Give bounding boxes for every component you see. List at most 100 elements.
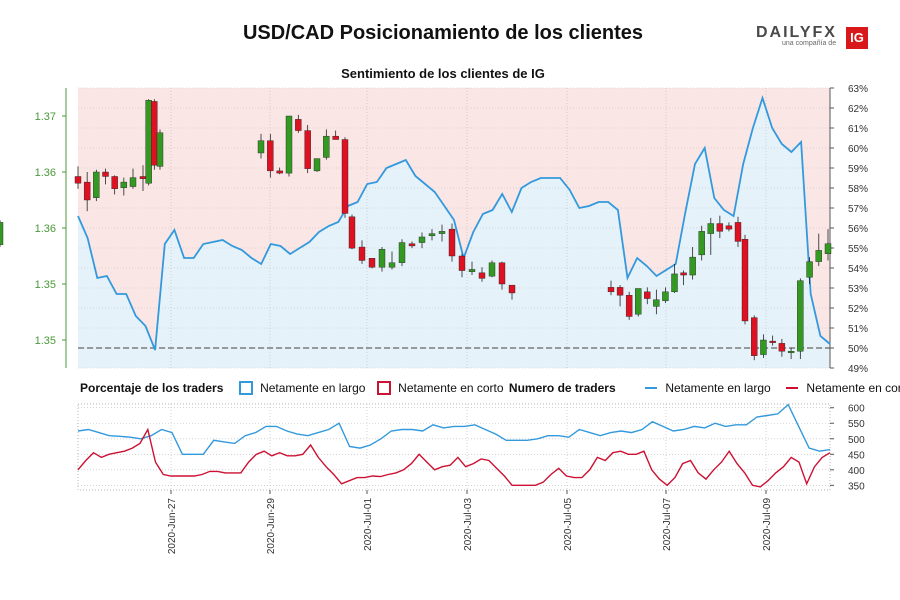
right-tick-label: 62% [848,104,868,115]
legend-num-long-line [644,386,657,389]
candle-body [468,269,476,272]
candle-body [418,236,426,243]
page-title: USD/CAD Posicionamiento de los clientes [242,22,644,44]
candle-body [644,291,651,299]
legend-num-title: Numero de traders [508,380,616,395]
candle-body [295,119,302,131]
left-tick-label: 1.36 [35,223,56,235]
candle-body [616,287,624,296]
candle-body [689,256,696,276]
ig-logo-icon: IG [846,27,868,49]
candle-body [751,317,758,356]
candle-body [635,288,642,315]
candle-body [734,222,742,242]
left-tick-label: 1.37 [35,111,56,123]
right-tick-label: 54% [848,264,868,275]
candle-body [716,223,724,232]
legend-pct-short: Netamente en corto [398,380,504,395]
sub-tick-label: 600 [848,404,865,415]
left-tick-label: 1.36 [35,167,56,179]
sub-tick-label: 500 [848,435,865,446]
legend-num-long: Netamente en largo [665,380,771,395]
legend: Porcentaje de los traders Netamente en l… [80,380,900,395]
x-tick-label: 2020-Jun-27 [167,498,178,555]
candle-body [769,340,776,343]
candle-body [378,249,386,268]
legend-num-short: Netamente en corto [806,380,900,395]
candle-body [438,231,446,234]
sub-panel-frame [77,403,831,491]
candle-body [815,250,822,262]
candle-body [488,262,496,277]
candle-body [725,225,733,230]
right-tick-label: 49% [848,364,868,375]
candle-body [348,216,356,249]
candle-body [458,255,466,271]
candle-body [120,181,128,188]
legend-num-short-line [786,386,799,389]
left-tick-label: 1.35 [35,335,56,347]
right-tick-label: 53% [848,284,868,295]
right-tick-label: 51% [848,324,868,335]
right-tick-label: 61% [848,124,868,135]
sub-tick-label: 450 [848,450,865,461]
x-tick-label: 2020-Jul-05 [563,498,574,551]
candle-body [778,343,786,352]
right-tick-label: 52% [848,304,868,315]
x-tick-label: 2020-Jul-09 [762,498,773,551]
x-tick-label: 2020-Jul-01 [363,498,374,551]
x-tick-label: 2020-Jun-29 [266,498,277,555]
candle-body [448,228,456,257]
sub-tick-label: 350 [848,481,865,492]
logo-brand: DAILYFX [756,24,837,41]
candle-body [478,272,486,279]
candle-body [368,258,376,268]
candle-body [0,222,4,245]
candle-body [304,130,311,169]
sub-tick-label: 550 [848,419,865,430]
right-tick-label: 58% [848,184,868,195]
candle-body [408,243,416,247]
candle-body [428,233,436,237]
right-tick-label: 50% [848,344,868,355]
legend-pct-long: Netamente en largo [260,380,366,395]
legend-pct-title: Porcentaje de los traders [80,380,224,395]
candle-body [74,176,82,184]
candle-body [102,171,109,177]
candle-body [398,242,406,263]
x-tick-label: 2020-Jul-03 [463,498,474,551]
candle-body [388,262,396,268]
candle-body [151,101,158,166]
candle-body [662,291,669,301]
candle-body [145,100,152,184]
candle-body [607,287,615,293]
candle-body [267,140,274,172]
logo-tagline: una compañía de [782,40,837,47]
right-tick-label: 59% [848,164,868,175]
num-short-line [77,427,831,488]
candle-body [83,181,91,201]
candle-body [824,243,832,254]
right-tick-label: 56% [848,224,868,235]
candle-body [111,176,118,189]
candle-body [760,339,767,355]
candle-body [285,115,293,174]
candle-body [323,135,330,158]
candle-body [625,295,633,317]
candle-body [358,246,366,261]
candle-body [653,299,660,307]
candle-body [797,280,804,352]
legend-short-swatch [376,380,391,395]
candle-body [156,132,164,167]
candle-body [332,135,339,140]
dailyfx-logo: DAILYFX una compañía de IG [756,24,870,52]
right-tick-label: 60% [848,144,868,155]
chart-subtitle: Sentimiento de los clientes de IG [341,66,545,81]
right-tick-label: 57% [848,204,868,215]
candle-body [257,140,265,154]
candle-body [341,139,349,214]
sub-tick-label: 400 [848,466,865,477]
candle-body [313,158,321,172]
x-tick-label: 2020-Jul-07 [662,498,673,551]
right-tick-label: 63% [848,84,868,95]
